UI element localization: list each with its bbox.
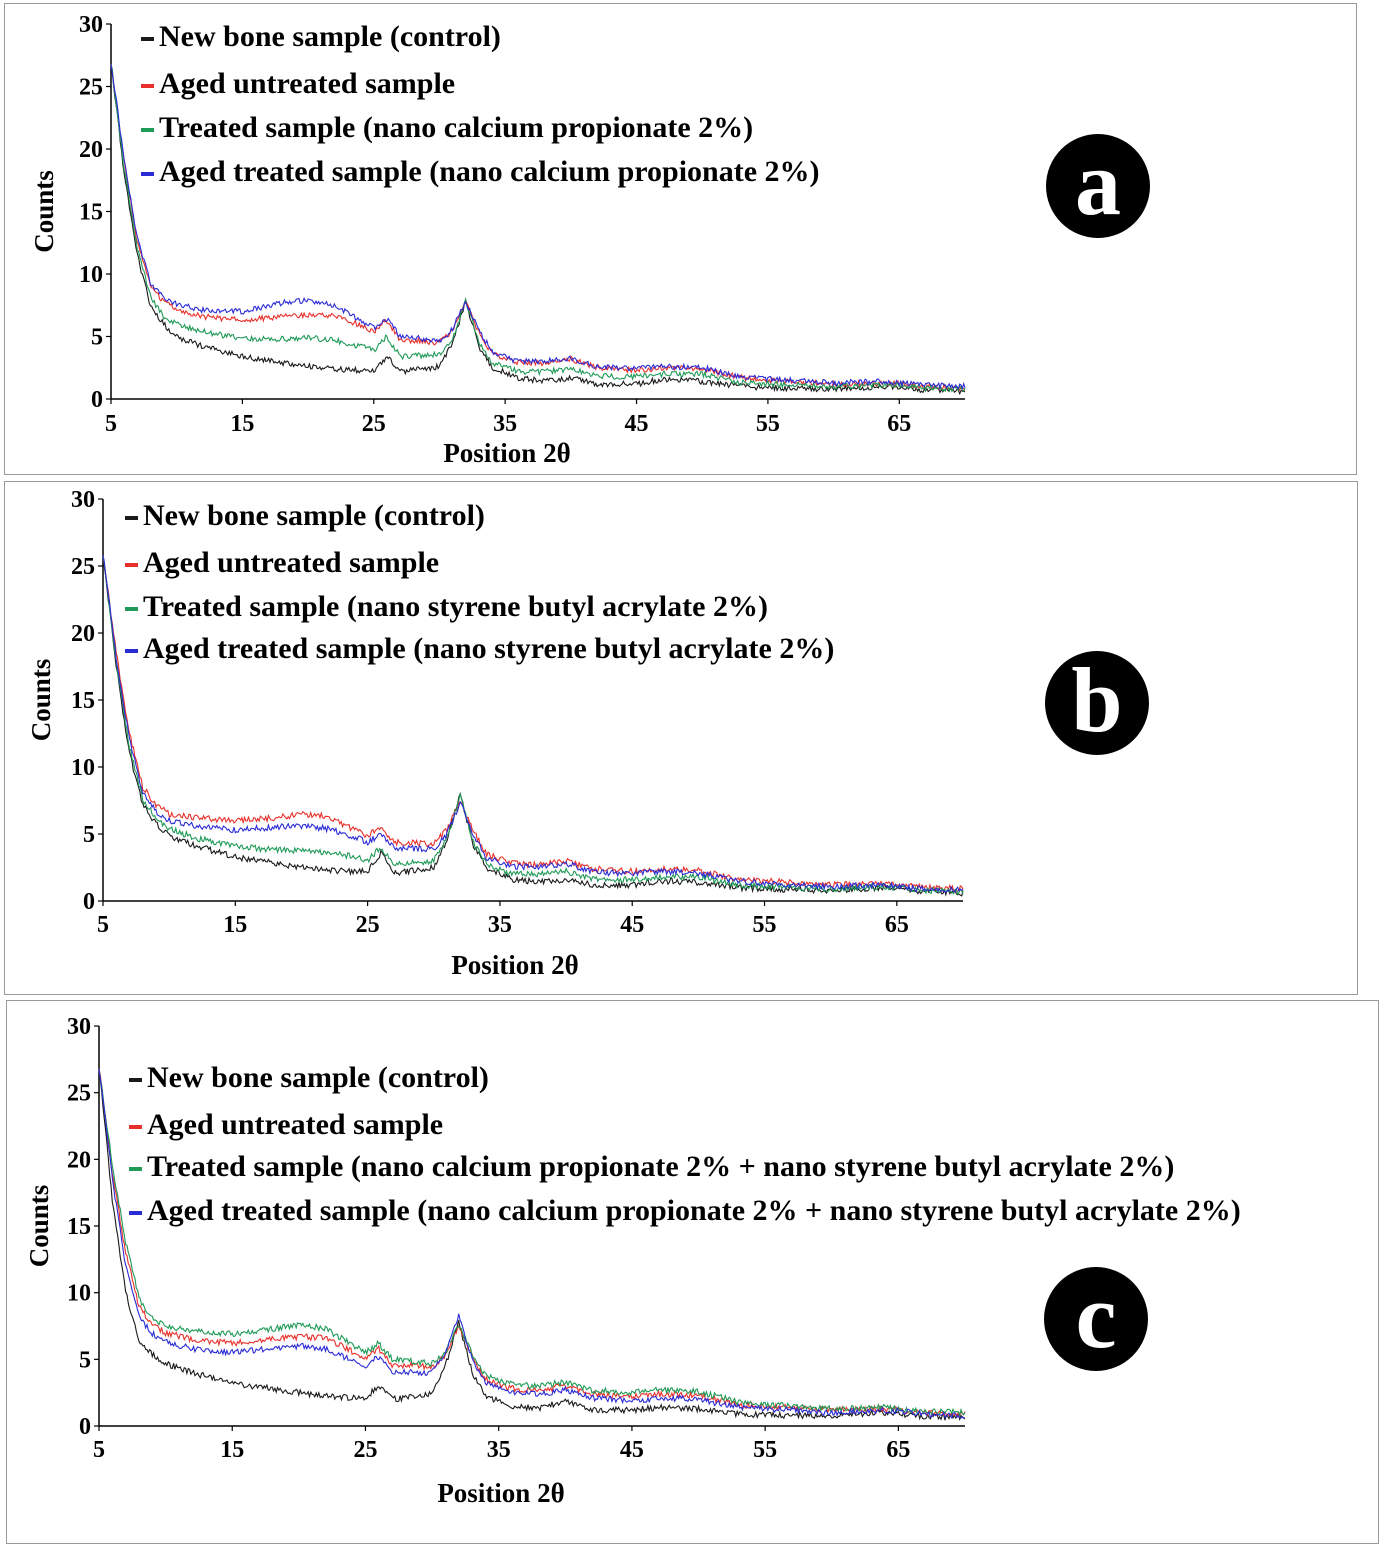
legend-swatch-aged_treated [129,1211,142,1215]
x-tick-label: 65 [887,411,911,437]
x-tick-label: 65 [885,912,909,938]
legend-label-treated: Treated sample (nano styrene butyl acryl… [143,590,768,623]
x-tick-label: 15 [230,411,254,437]
legend-swatch-aged_untreated [141,84,154,88]
y-tick-label: 0 [79,1414,91,1440]
legend-swatch-control [129,1078,142,1082]
panel-badge-label: a [1075,132,1121,234]
y-tick-label: 10 [67,1281,91,1307]
y-tick-label: 10 [71,755,95,781]
y-tick-label: 5 [83,822,95,848]
y-tick-label: 5 [79,1347,91,1373]
x-tick-label: 35 [488,912,512,938]
y-tick-label: 25 [67,1081,91,1107]
legend-swatch-aged_untreated [125,563,138,567]
y-tick-label: 15 [67,1214,91,1240]
legend-label-aged_untreated: Aged untreated sample [159,67,455,100]
y-tick-label: 20 [79,137,103,163]
chart-panel-a: 0 5 10 15 20 25 30 5 15 25 35 45 55 65 Position 2θ Coun… [4,3,1357,475]
y-tick-label: 30 [79,12,103,38]
legend-swatch-aged_untreated [129,1125,142,1129]
legend-swatch-treated [125,607,138,611]
legend-label-aged_treated: Aged treated sample (nano calcium propio… [147,1194,1241,1227]
legend-label-aged_untreated: Aged untreated sample [143,546,439,579]
y-tick-label: 5 [91,325,103,351]
legend-label-treated: Treated sample (nano calcium propionate … [147,1150,1174,1183]
legend-swatch-aged_treated [125,649,138,653]
panel-badge-label: c [1076,1265,1117,1367]
x-tick-label: 25 [353,1437,377,1463]
panel-badge [1045,651,1149,755]
y-tick-label: 20 [67,1147,91,1173]
y-tick-label: 30 [71,487,95,513]
x-axis-title: Position 2θ [443,438,570,468]
x-tick-label: 55 [753,1437,777,1463]
series-line-control [110,64,966,396]
panel-badge [1046,134,1150,238]
panel-badge-label: b [1071,649,1122,751]
x-tick-label: 5 [93,1437,105,1463]
x-tick-label: 15 [220,1437,244,1463]
y-axis-title: Counts [29,170,59,253]
legend-label-control: New bone sample (control) [147,1061,489,1094]
legend-swatch-treated [141,128,154,132]
legend-swatch-treated [129,1167,142,1171]
series-line-aged_treated [110,64,966,391]
x-axis-title: Position 2θ [451,950,578,980]
chart-panel-b: 0 5 10 15 20 25 30 5 15 25 35 45 55 65 Position 2θ Coun… [4,481,1358,995]
x-tick-label: 35 [493,411,517,437]
y-tick-label: 30 [67,1014,91,1040]
legend-label-aged_treated: Aged treated sample (nano styrene butyl … [143,632,834,665]
x-axis-title: Position 2θ [437,1478,564,1508]
x-tick-label: 5 [97,912,109,938]
y-tick-label: 10 [79,262,103,288]
legend-swatch-control [125,516,138,520]
legend-swatch-control [141,37,154,41]
x-tick-label: 45 [620,912,644,938]
y-tick-label: 0 [91,387,103,413]
y-tick-label: 15 [71,688,95,714]
legend-label-control: New bone sample (control) [159,20,501,53]
series-line-treated [98,1068,966,1417]
legend-label-aged_treated: Aged treated sample (nano calcium propio… [159,155,820,188]
chart-panel-c: 0 5 10 15 20 25 30 5 15 25 35 45 55 65 Position 2θ Coun… [6,1000,1379,1544]
legend-swatch-aged_treated [141,172,154,176]
legend-label-aged_untreated: Aged untreated sample [147,1108,443,1141]
series-line-aged_untreated [110,64,966,392]
x-tick-label: 35 [487,1437,511,1463]
y-tick-label: 15 [79,200,103,226]
series-line-control [102,555,964,897]
legend-label-treated: Treated sample (nano calcium propionate … [159,111,753,144]
legend-label-control: New bone sample (control) [143,499,485,532]
y-tick-label: 0 [83,889,95,915]
x-tick-label: 45 [620,1437,644,1463]
y-axis-title: Counts [26,659,56,742]
series-line-aged_treated [102,555,964,894]
x-tick-label: 55 [753,912,777,938]
y-tick-label: 20 [71,621,95,647]
x-tick-label: 5 [105,411,117,437]
x-tick-label: 25 [362,411,386,437]
x-tick-label: 25 [356,912,380,938]
x-tick-label: 15 [223,912,247,938]
y-tick-label: 25 [71,554,95,580]
series-line-control [98,1068,966,1422]
x-tick-label: 65 [886,1437,910,1463]
series-line-aged_treated [98,1068,966,1419]
panel-badge [1044,1267,1148,1371]
series-line-treated [110,64,966,393]
x-tick-label: 45 [625,411,649,437]
y-tick-label: 25 [79,75,103,101]
x-tick-label: 55 [756,411,780,437]
y-axis-title: Counts [24,1185,54,1268]
